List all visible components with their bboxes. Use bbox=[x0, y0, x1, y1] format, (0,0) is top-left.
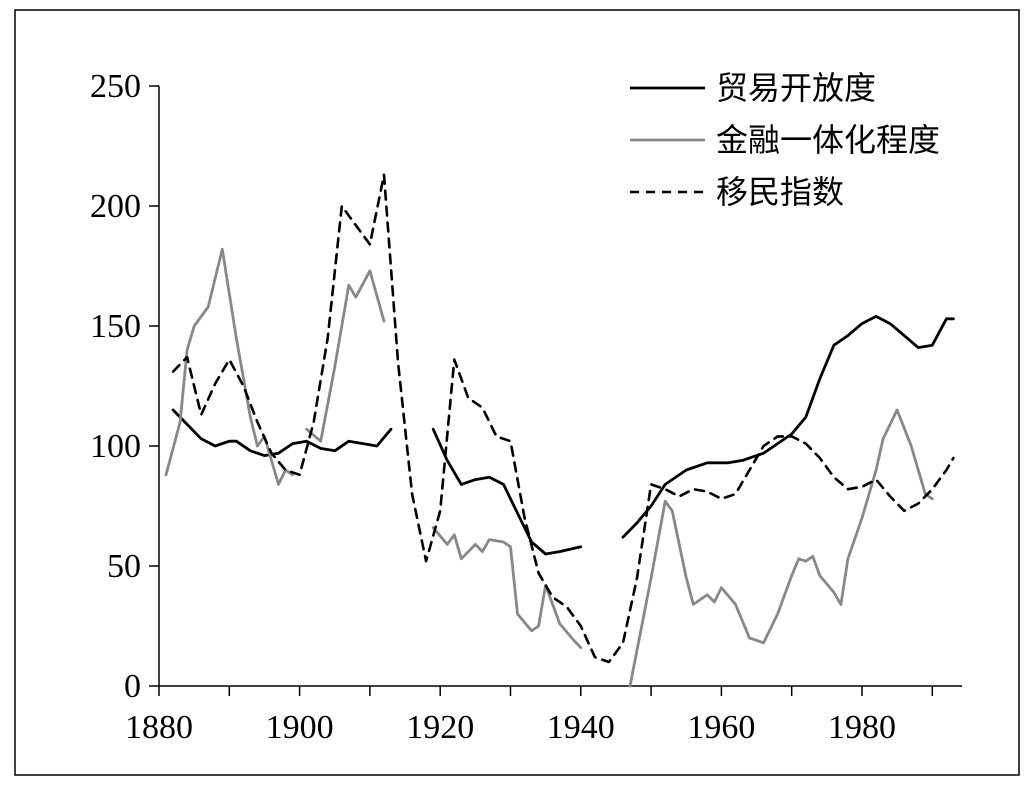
x-tick-label: 1960 bbox=[687, 709, 755, 746]
series-line-segment bbox=[171, 173, 955, 664]
series-trade-openness bbox=[171, 315, 955, 556]
x-tick-label: 1880 bbox=[125, 709, 193, 746]
legend-label: 移民指数 bbox=[716, 173, 844, 211]
series-line-segment bbox=[621, 315, 955, 539]
series-layer bbox=[164, 173, 955, 688]
series-line-segment bbox=[628, 408, 934, 688]
y-tick-label: 250 bbox=[90, 68, 141, 105]
y-tick-label: 200 bbox=[90, 188, 141, 225]
series-line-segment bbox=[431, 526, 583, 649]
series-line-segment bbox=[171, 408, 393, 457]
x-tick-label: 1900 bbox=[266, 709, 334, 746]
series-line-segment bbox=[164, 247, 294, 486]
x-tick-label: 1940 bbox=[547, 709, 615, 746]
series-migration-index bbox=[171, 173, 955, 664]
legend-item: 金融一体化程度 bbox=[630, 121, 940, 159]
legend-item: 移民指数 bbox=[630, 173, 844, 211]
axes: 0 50 100 150 200 250 1880 1900 1920 1940 1960 1980 bbox=[90, 68, 962, 746]
y-tick-label: 150 bbox=[90, 308, 141, 345]
chart-frame bbox=[14, 9, 1020, 776]
series-line-segment bbox=[305, 269, 386, 443]
x-tick-label: 1920 bbox=[406, 709, 474, 746]
legend-item: 贸易开放度 bbox=[630, 69, 876, 107]
series-line-segment bbox=[431, 427, 583, 556]
x-tick-label: 1980 bbox=[828, 709, 896, 746]
legend-label: 贸易开放度 bbox=[716, 69, 876, 107]
series-financial-integration bbox=[164, 247, 934, 688]
y-tick-label: 0 bbox=[124, 668, 141, 705]
y-tick-label: 50 bbox=[107, 548, 141, 585]
y-tick-label: 100 bbox=[90, 428, 141, 465]
legend-label: 金融一体化程度 bbox=[716, 121, 940, 159]
